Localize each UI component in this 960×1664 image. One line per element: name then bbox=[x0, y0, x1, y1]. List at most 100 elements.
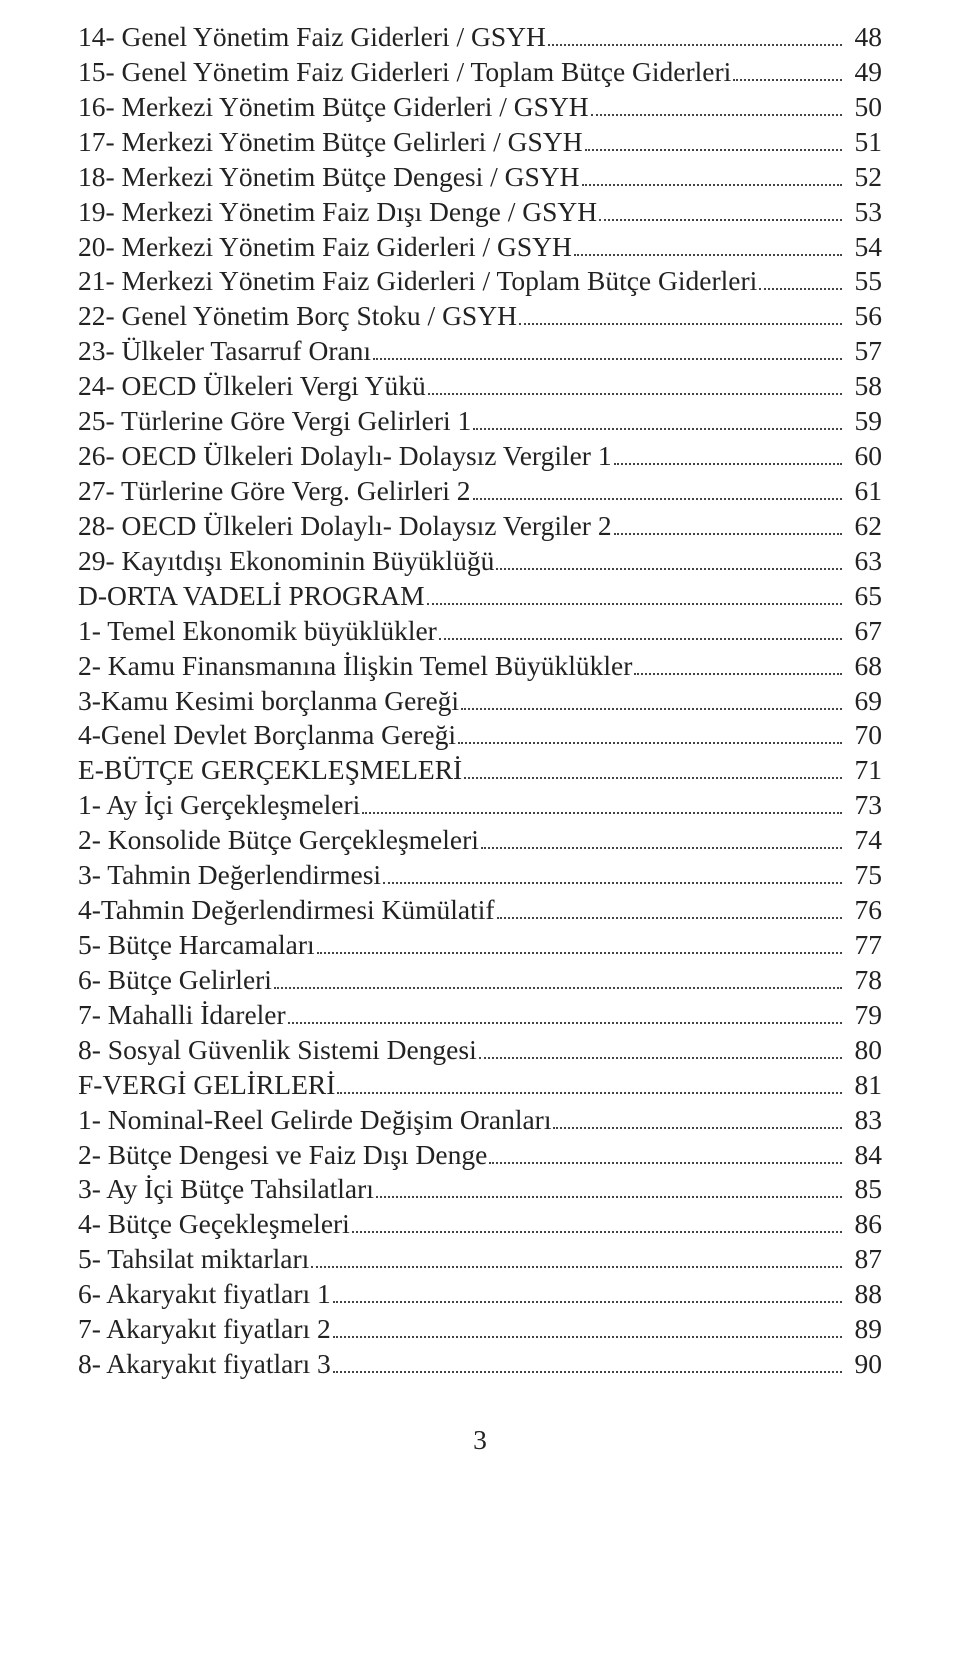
toc-label: 2- Kamu Finansmanına İlişkin Temel Büyük… bbox=[78, 649, 632, 684]
toc-row: F-VERGİ GELİRLERİ81 bbox=[78, 1068, 882, 1103]
toc-row: 2- Bütçe Dengesi ve Faiz Dışı Denge84 bbox=[78, 1138, 882, 1173]
toc-leader-dots bbox=[614, 448, 842, 465]
toc-page: 71 bbox=[844, 753, 882, 788]
toc-label: 18- Merkezi Yönetim Bütçe Dengesi / GSYH bbox=[78, 160, 580, 195]
toc-page: 88 bbox=[844, 1277, 882, 1312]
toc-leader-dots bbox=[489, 1146, 842, 1163]
toc-row: 4-Tahmin Değerlendirmesi Kümülatif 76 bbox=[78, 893, 882, 928]
toc-page: 80 bbox=[844, 1033, 882, 1068]
toc-page: 70 bbox=[844, 718, 882, 753]
toc-page: 67 bbox=[844, 614, 882, 649]
toc-label: 3-Kamu Kesimi borçlanma Gereği bbox=[78, 684, 459, 719]
toc-leader-dots bbox=[274, 972, 842, 989]
toc-page: 49 bbox=[844, 55, 882, 90]
toc-leader-dots bbox=[759, 273, 842, 290]
toc-leader-dots bbox=[473, 483, 842, 500]
toc-row: 18- Merkezi Yönetim Bütçe Dengesi / GSYH… bbox=[78, 160, 882, 195]
toc-leader-dots bbox=[461, 692, 842, 709]
toc-label: 4-Tahmin Değerlendirmesi Kümülatif bbox=[78, 893, 495, 928]
toc-leader-dots bbox=[427, 588, 842, 605]
toc-leader-dots bbox=[519, 308, 842, 325]
toc-label: 17- Merkezi Yönetim Bütçe Gelirleri / GS… bbox=[78, 125, 583, 160]
toc-row: 22- Genel Yönetim Borç Stoku / GSYH 56 bbox=[78, 299, 882, 334]
toc-row: 8- Sosyal Güvenlik Sistemi Dengesi 80 bbox=[78, 1033, 882, 1068]
toc-label: 1- Ay İçi Gerçekleşmeleri bbox=[78, 788, 360, 823]
toc-leader-dots bbox=[428, 378, 842, 395]
toc-page: 68 bbox=[844, 649, 882, 684]
toc-label: 6- Akaryakıt fiyatları 1 bbox=[78, 1277, 331, 1312]
toc-row: 23- Ülkeler Tasarruf Oranı 57 bbox=[78, 334, 882, 369]
toc-leader-dots bbox=[473, 413, 842, 430]
toc-leader-dots bbox=[288, 1007, 842, 1024]
toc-page: 76 bbox=[844, 893, 882, 928]
toc-leader-dots bbox=[337, 1077, 842, 1094]
toc-label: 20- Merkezi Yönetim Faiz Giderleri / GSY… bbox=[78, 230, 572, 265]
toc-row: 5- Tahsilat miktarları 87 bbox=[78, 1242, 882, 1277]
toc-label: 16- Merkezi Yönetim Bütçe Giderleri / GS… bbox=[78, 90, 589, 125]
toc-page: 75 bbox=[844, 858, 882, 893]
toc-row: 26- OECD Ülkeleri Dolaylı- Dolaysız Verg… bbox=[78, 439, 882, 474]
toc-page: 85 bbox=[844, 1172, 882, 1207]
page-number: 3 bbox=[78, 1424, 882, 1456]
toc-label: 5- Bütçe Harcamaları bbox=[78, 928, 315, 963]
toc-label: D-ORTA VADELİ PROGRAM bbox=[78, 579, 425, 614]
toc-label: 29- Kayıtdışı Ekonominin Büyüklüğü bbox=[78, 544, 494, 579]
toc-label: 22- Genel Yönetim Borç Stoku / GSYH bbox=[78, 299, 517, 334]
toc-page: 78 bbox=[844, 963, 882, 998]
toc-leader-dots bbox=[333, 1286, 842, 1303]
toc-label: 28- OECD Ülkeleri Dolaylı- Dolaysız Verg… bbox=[78, 509, 612, 544]
toc-leader-dots bbox=[591, 99, 842, 116]
toc-label: E-BÜTÇE GERÇEKLEŞMELERİ bbox=[78, 753, 462, 788]
toc-label: 25- Türlerine Göre Vergi Gelirleri 1 bbox=[78, 404, 471, 439]
toc-label: 8- Sosyal Güvenlik Sistemi Dengesi bbox=[78, 1033, 477, 1068]
toc-label: 23- Ülkeler Tasarruf Oranı bbox=[78, 334, 371, 369]
toc-label: 14- Genel Yönetim Faiz Giderleri / GSYH bbox=[78, 20, 546, 55]
toc-leader-dots bbox=[333, 1321, 842, 1338]
toc-page: 77 bbox=[844, 928, 882, 963]
toc-label: 2- Bütçe Dengesi ve Faiz Dışı Denge bbox=[78, 1138, 487, 1173]
toc-label: 4- Bütçe Geçekleşmeleri bbox=[78, 1207, 350, 1242]
toc-row: 3-Kamu Kesimi borçlanma Gereği 69 bbox=[78, 684, 882, 719]
toc-leader-dots bbox=[614, 518, 842, 535]
toc-leader-dots bbox=[362, 797, 842, 814]
toc-page: 56 bbox=[844, 299, 882, 334]
toc-row: 16- Merkezi Yönetim Bütçe Giderleri / GS… bbox=[78, 90, 882, 125]
toc-row: 27- Türlerine Göre Verg. Gelirleri 261 bbox=[78, 474, 882, 509]
toc-page: 65 bbox=[844, 579, 882, 614]
toc-leader-dots bbox=[574, 238, 842, 255]
toc-leader-dots bbox=[317, 937, 842, 954]
toc-label: 3- Tahmin Değerlendirmesi bbox=[78, 858, 381, 893]
toc-row: 25- Türlerine Göre Vergi Gelirleri 159 bbox=[78, 404, 882, 439]
toc-label: 5- Tahsilat miktarları bbox=[78, 1242, 309, 1277]
toc-row: 20- Merkezi Yönetim Faiz Giderleri / GSY… bbox=[78, 230, 882, 265]
toc-page: 73 bbox=[844, 788, 882, 823]
toc-row: 3- Ay İçi Bütçe Tahsilatları85 bbox=[78, 1172, 882, 1207]
toc-label: 2- Konsolide Bütçe Gerçekleşmeleri bbox=[78, 823, 479, 858]
toc-page: 57 bbox=[844, 334, 882, 369]
toc-row: 24- OECD Ülkeleri Vergi Yükü58 bbox=[78, 369, 882, 404]
toc-row: 21- Merkezi Yönetim Faiz Giderleri / Top… bbox=[78, 264, 882, 299]
toc-row: 29- Kayıtdışı Ekonominin Büyüklüğü63 bbox=[78, 544, 882, 579]
toc-leader-dots bbox=[733, 64, 842, 81]
toc-page: 60 bbox=[844, 439, 882, 474]
toc-page: 90 bbox=[844, 1347, 882, 1382]
toc-page: 69 bbox=[844, 684, 882, 719]
toc-row: E-BÜTÇE GERÇEKLEŞMELERİ 71 bbox=[78, 753, 882, 788]
toc-row: 7- Mahalli İdareler79 bbox=[78, 998, 882, 1033]
toc-label: 26- OECD Ülkeleri Dolaylı- Dolaysız Verg… bbox=[78, 439, 612, 474]
toc-row: 2- Konsolide Bütçe Gerçekleşmeleri74 bbox=[78, 823, 882, 858]
toc-row: 14- Genel Yönetim Faiz Giderleri / GSYH4… bbox=[78, 20, 882, 55]
toc-label: 4-Genel Devlet Borçlanma Gereği bbox=[78, 718, 456, 753]
toc-row: 1- Ay İçi Gerçekleşmeleri 73 bbox=[78, 788, 882, 823]
toc-row: 17- Merkezi Yönetim Bütçe Gelirleri / GS… bbox=[78, 125, 882, 160]
toc-label: F-VERGİ GELİRLERİ bbox=[78, 1068, 335, 1103]
toc-leader-dots bbox=[585, 134, 842, 151]
toc-leader-dots bbox=[464, 762, 842, 779]
toc-leader-dots bbox=[548, 29, 842, 46]
toc-page: 54 bbox=[844, 230, 882, 265]
toc-row: 2- Kamu Finansmanına İlişkin Temel Büyük… bbox=[78, 649, 882, 684]
toc-label: 7- Mahalli İdareler bbox=[78, 998, 286, 1033]
toc-leader-dots bbox=[333, 1356, 842, 1373]
toc-row: 4- Bütçe Geçekleşmeleri 86 bbox=[78, 1207, 882, 1242]
toc-page: 87 bbox=[844, 1242, 882, 1277]
